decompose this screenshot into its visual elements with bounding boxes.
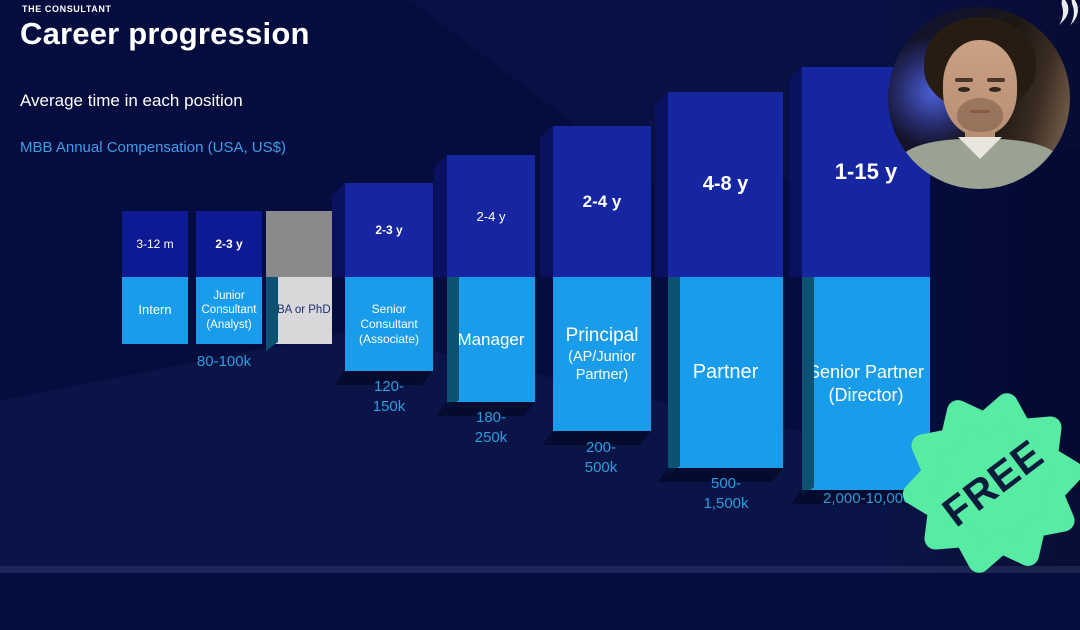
step-senior-consultant: 2-3 y Senior Consultant (Associate) bbox=[332, 183, 433, 385]
avatar-eye bbox=[989, 87, 1001, 92]
role-label: Senior Partner (Director) bbox=[807, 362, 925, 405]
role-box: Partner bbox=[668, 277, 783, 468]
step-side-face bbox=[668, 277, 680, 475]
step-junior-consultant: 2-3 y Junior Consultant (Analyst) bbox=[196, 211, 262, 344]
waves-logo-icon bbox=[1059, 0, 1078, 26]
step-side-face bbox=[802, 277, 814, 496]
role-label: Senior Consultant (Associate) bbox=[358, 301, 420, 346]
role-label: Principal (AP/Junior Partner) bbox=[565, 325, 639, 383]
role-label: Intern bbox=[138, 302, 172, 318]
presenter-avatar bbox=[888, 7, 1070, 189]
step-left-bevel bbox=[540, 126, 553, 277]
avatar-brow bbox=[987, 78, 1005, 82]
role-box: Manager bbox=[447, 277, 535, 402]
compensation-note: MBB Annual Compensation (USA, US$) bbox=[20, 139, 286, 156]
step-side-face bbox=[266, 277, 278, 351]
tenure-label: 3-12 m bbox=[136, 237, 174, 251]
step-left-bevel bbox=[789, 67, 802, 277]
avatar-mouth bbox=[970, 110, 990, 113]
comp-label-senior-consultant: 120-150k bbox=[372, 378, 406, 416]
role-box: Principal (AP/Junior Partner) bbox=[553, 277, 651, 431]
tenure-label: 2-3 y bbox=[215, 237, 243, 251]
free-badge: FREE bbox=[888, 378, 1080, 588]
tenure-box: 2-4 y bbox=[553, 126, 651, 277]
tenure-label: 2-3 y bbox=[375, 223, 403, 237]
tenure-box: 3-12 m bbox=[122, 211, 188, 277]
role-label: Partner bbox=[692, 361, 759, 383]
step-left-bevel bbox=[434, 155, 447, 277]
tenure-box: 4-8 y bbox=[668, 92, 783, 277]
step-left-bevel bbox=[655, 92, 668, 277]
background-bottom-strip bbox=[0, 566, 1080, 573]
role-label: Manager bbox=[457, 329, 525, 349]
avatar-eye bbox=[958, 87, 970, 92]
tenure-label: 4-8 y bbox=[702, 173, 749, 195]
role-label: MBA or PhD bbox=[267, 304, 331, 317]
role-box: Junior Consultant (Analyst) bbox=[196, 277, 262, 344]
step-manager: 2-4 y Manager bbox=[434, 155, 535, 416]
step-principal: 2-4 y Principal (AP/Junior Partner) bbox=[540, 126, 651, 445]
comp-label-senior-partner: 2,000-10,000k bbox=[823, 490, 919, 507]
step-side-face bbox=[447, 277, 459, 409]
role-label: Junior Consultant (Analyst) bbox=[201, 289, 257, 331]
comp-label-intern-junior: 80-100k bbox=[196, 353, 252, 370]
tenure-box: 2-3 y bbox=[196, 211, 262, 277]
avatar-face bbox=[943, 40, 1017, 136]
step-intern: 3-12 m Intern bbox=[122, 211, 188, 344]
step-partner: 4-8 y Partner bbox=[655, 92, 783, 482]
tenure-box: 2-4 y bbox=[447, 155, 535, 277]
tenure-label: 2-4 y bbox=[476, 208, 506, 224]
role-box: Senior Partner (Director) bbox=[802, 277, 930, 490]
comp-label-manager: 180-250k bbox=[474, 409, 508, 447]
step-left-bevel bbox=[332, 183, 345, 277]
subtitle: Average time in each position bbox=[20, 91, 243, 110]
role-box: Intern bbox=[122, 277, 188, 344]
avatar-brow bbox=[955, 78, 973, 82]
tenure-box: 2-3 y bbox=[345, 183, 433, 277]
page-title: Career progression bbox=[20, 16, 310, 51]
comp-label-principal: 200-500k bbox=[584, 439, 618, 477]
brand-text: THE CONSULTANT bbox=[22, 4, 112, 14]
tenure-label: 2-4 y bbox=[582, 191, 622, 211]
step-mba-phd: MBA or PhD bbox=[266, 211, 332, 344]
starburst-icon bbox=[902, 393, 1080, 573]
tenure-label: 1-15 y bbox=[834, 159, 898, 184]
tenure-box bbox=[266, 211, 332, 277]
avatar-beard bbox=[957, 98, 1003, 132]
comp-label-partner: 500-1,500k bbox=[703, 475, 749, 513]
role-box: Senior Consultant (Associate) bbox=[345, 277, 433, 371]
